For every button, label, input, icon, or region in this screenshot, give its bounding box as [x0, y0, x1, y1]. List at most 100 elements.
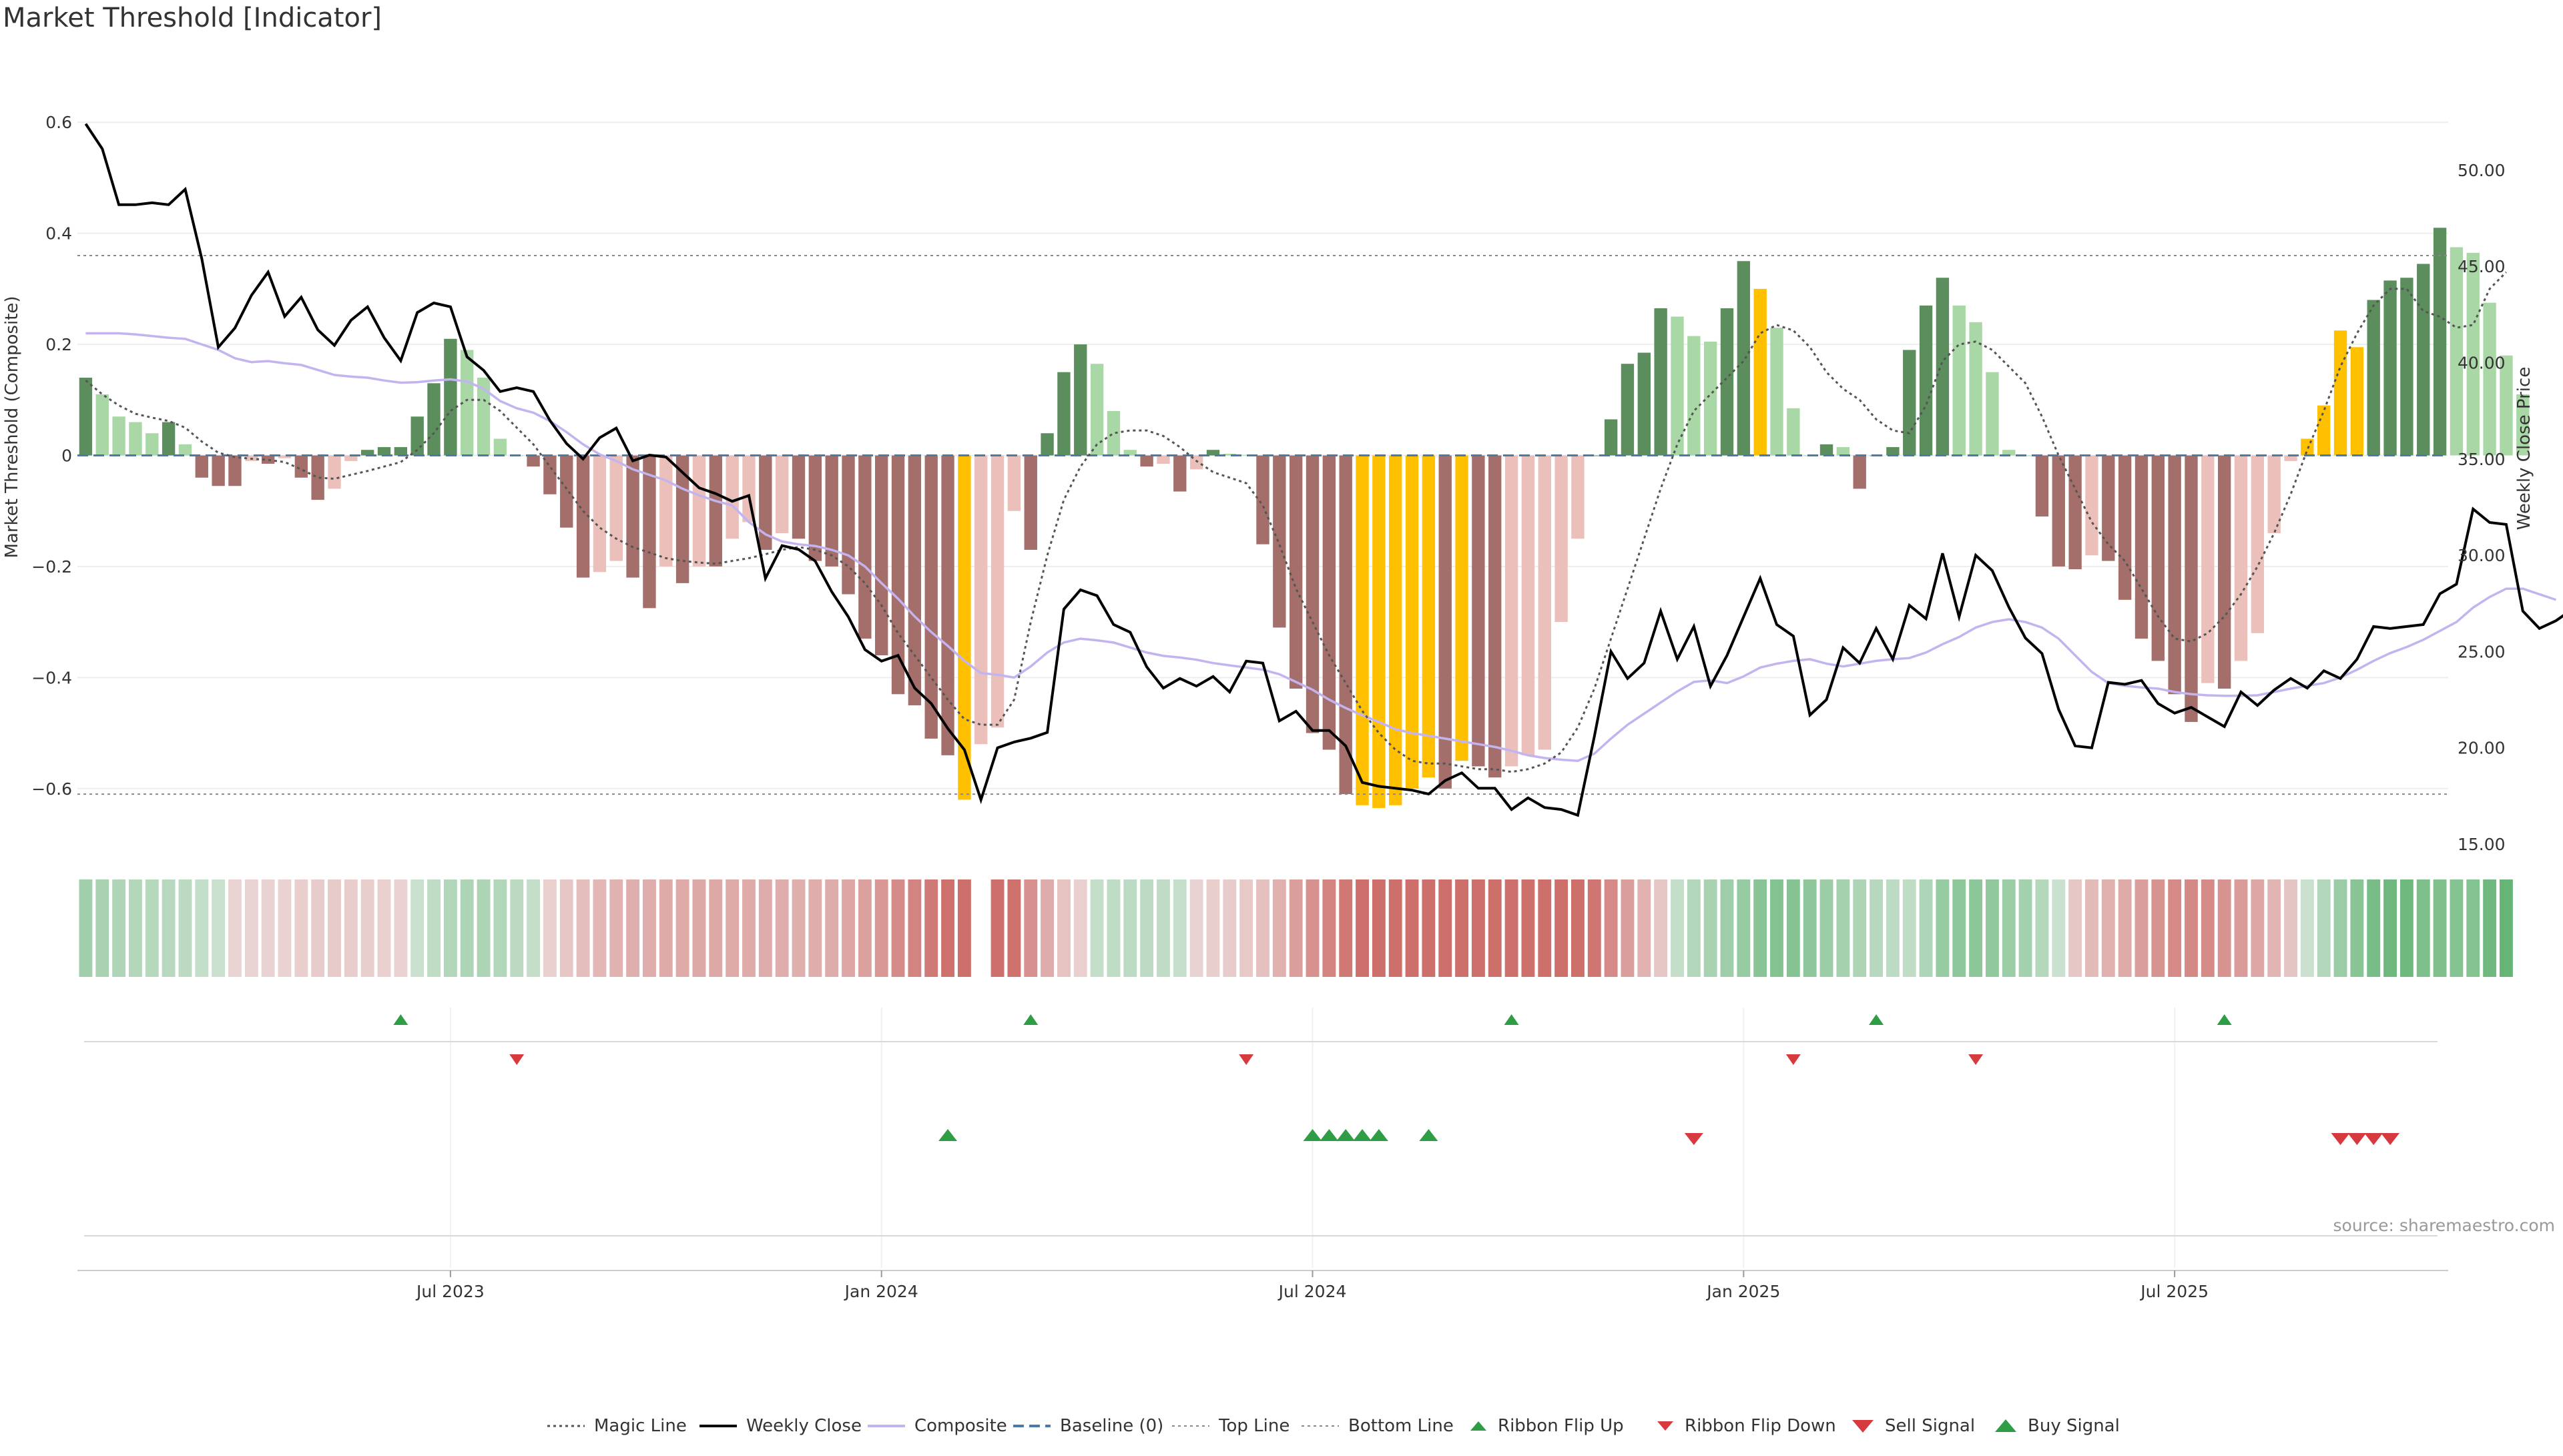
composite-bar [2383, 280, 2397, 456]
ribbon-cell [1504, 879, 1518, 977]
composite-bar [1770, 328, 1783, 456]
ribbon-cell [510, 879, 524, 977]
legend-ribbon-flip-down: Ribbon Flip Down [1655, 1416, 1836, 1436]
composite-bar [2317, 405, 2331, 456]
ribbon-cell [311, 879, 325, 977]
composite-bar [2002, 450, 2016, 456]
magic-line [85, 271, 2507, 773]
composite-bar [941, 455, 954, 755]
ribbon-cell [2383, 879, 2397, 977]
y-tick-label: −0.2 [31, 557, 72, 577]
y-tick-label: 0 [61, 446, 72, 466]
composite-bar [1223, 454, 1237, 456]
composite-bar [2201, 455, 2215, 683]
y2-tick-label: 40.00 [2458, 353, 2506, 372]
composite-bar [1853, 455, 1866, 489]
composite-bar [2217, 455, 2231, 689]
ribbon-cell [2085, 879, 2098, 977]
buy-signal-marker [1353, 1129, 1372, 1141]
ribbon-cell [1073, 879, 1087, 977]
ribbon-cell [2234, 879, 2248, 977]
ribbon-cell [2483, 879, 2497, 977]
ribbon-cell [2002, 879, 2016, 977]
ribbon-cell [2367, 879, 2381, 977]
composite-bar [1041, 433, 1054, 456]
y2-tick-label: 45.00 [2458, 257, 2506, 276]
composite-bar [1455, 455, 1468, 761]
ribbon-cell [162, 879, 176, 977]
ribbon-cell [2134, 879, 2149, 977]
source-note: source: sharemaestro.com [2333, 1216, 2556, 1235]
composite-bar [410, 416, 424, 456]
composite-bar [1289, 455, 1303, 689]
ribbon-cell [2251, 879, 2265, 977]
ribbon-cell [1853, 879, 1867, 977]
ribbon-flip-up-marker [1869, 1014, 1884, 1025]
ribbon-cell [775, 879, 789, 977]
ribbon-cell [443, 879, 457, 977]
x-tick-label: Jul 2025 [2139, 1282, 2209, 1301]
composite-bar [377, 447, 391, 456]
line-layer [77, 123, 2563, 817]
ribbon-cell [2450, 879, 2464, 977]
ribbon-flip-down-marker [509, 1054, 525, 1065]
legend: Magic Line Weekly Close Composite Baseli… [0, 1416, 2563, 1456]
ribbon-cell [2068, 879, 2082, 977]
ribbon-cell [1637, 879, 1651, 977]
y2-tick-label: 30.00 [2458, 546, 2506, 565]
composite-bar [2267, 455, 2281, 534]
composite-bar [643, 455, 656, 609]
composite-bar [112, 416, 125, 456]
composite-bar [759, 455, 772, 550]
ribbon-cell [1388, 879, 1402, 977]
triangle-up-icon [1470, 1421, 1486, 1431]
ribbon-cell [1902, 879, 1916, 977]
ribbon-flip-down-marker [1785, 1054, 1801, 1065]
ribbon-cell [1753, 879, 1767, 977]
ribbon-cell [410, 879, 424, 977]
composite-bar [1256, 455, 1269, 544]
ribbon-cell [2101, 879, 2115, 977]
composite-bar [1007, 455, 1021, 511]
ribbon-cell [1123, 879, 1137, 977]
legend-label: Top Line [1219, 1416, 1290, 1436]
ribbon-cell [1057, 879, 1071, 977]
y-tick-label: 0.2 [45, 335, 72, 354]
composite-bar [1306, 455, 1320, 733]
ribbon-cell [1289, 879, 1303, 977]
composite-bar [2052, 455, 2065, 567]
ribbon-cell [178, 879, 192, 977]
ribbon-cell [1140, 879, 1154, 977]
legend-sell-signal: Sell Signal [1850, 1416, 1975, 1436]
ribbon-cell [825, 879, 839, 977]
ribbon-cell [129, 879, 142, 977]
ribbon-cell [1554, 879, 1569, 977]
composite-bar [1737, 261, 1751, 456]
legend-label: Composite [914, 1416, 1007, 1436]
ribbon-cell [79, 879, 93, 977]
ribbon-cell [1306, 879, 1320, 977]
ribbon-cell [2399, 879, 2413, 977]
ribbon-cell [1919, 879, 1933, 977]
ribbon-cell [460, 879, 474, 977]
composite-bar [2516, 394, 2530, 456]
ribbon-cell [842, 879, 855, 977]
composite-bar [1157, 455, 1170, 464]
composite-bar [178, 444, 192, 456]
triangle-up-icon [1995, 1419, 2016, 1432]
y-tick-label: 0.4 [45, 224, 72, 244]
x-tick-label: Jan 2024 [844, 1282, 918, 1301]
ribbon-cell [1703, 879, 1717, 977]
composite-bar [1986, 372, 1999, 456]
ribbon-cell [1455, 879, 1469, 977]
ribbon-cell [2267, 879, 2281, 977]
composite-bar [1488, 455, 1502, 778]
ribbon-flip-up-marker [2217, 1014, 2232, 1025]
ribbon-cell [1803, 879, 1817, 977]
ribbon-cell [394, 879, 408, 977]
ribbon-cell [1819, 879, 1833, 977]
composite-bar [675, 455, 689, 583]
legend-top-line: Top Line [1172, 1416, 1290, 1436]
composite-bar [1206, 450, 1220, 456]
composite-bar [1637, 352, 1651, 456]
